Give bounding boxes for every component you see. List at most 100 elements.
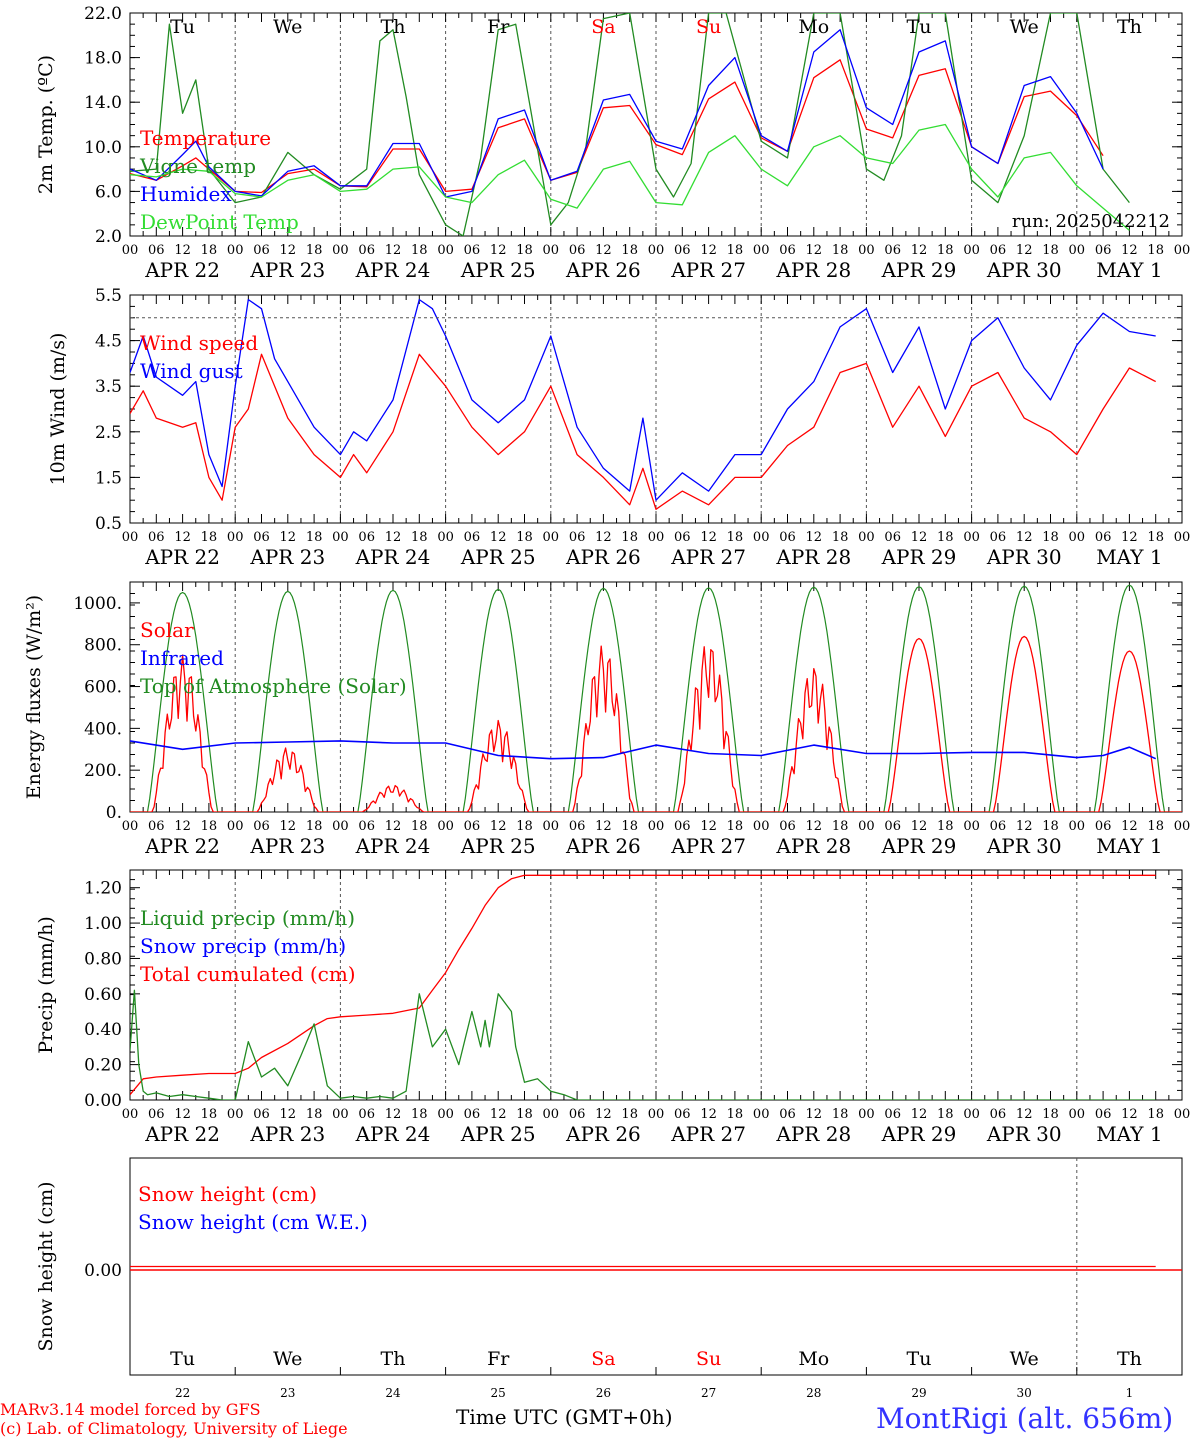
weekday-label: Fr bbox=[487, 1348, 510, 1370]
hour-label: 18 bbox=[1042, 243, 1059, 258]
date-label: APR 30 bbox=[986, 1122, 1062, 1146]
y-tick-label: 800. bbox=[84, 636, 122, 656]
hour-label: 12 bbox=[280, 819, 297, 834]
hour-label: 00 bbox=[963, 819, 980, 834]
hour-label: 18 bbox=[937, 1107, 954, 1122]
hour-label: 18 bbox=[1042, 819, 1059, 834]
y-tick-label: 1.20 bbox=[84, 879, 122, 899]
panel-flux: 00 06 12 18 00 06 12 18 00 06 12 18 00 06 12 18 00 06 12 18… bbox=[23, 581, 1190, 858]
day-number-label: 26 bbox=[596, 1386, 611, 1400]
legend-entry: Liquid precip (mm/h) bbox=[140, 906, 355, 930]
hour-label: 06 bbox=[358, 1107, 375, 1122]
legend-entry: Humidex bbox=[140, 182, 232, 206]
hour-label: 06 bbox=[1095, 530, 1112, 545]
date-label: MAY 1 bbox=[1096, 834, 1162, 858]
hour-label: 00 bbox=[858, 819, 875, 834]
date-label: APR 24 bbox=[355, 258, 431, 282]
date-label: APR 26 bbox=[565, 1122, 641, 1146]
weekday-label: Tu bbox=[907, 16, 932, 38]
weekday-label: Mo bbox=[798, 1348, 829, 1370]
legend-entry: Top of Atmosphere (Solar) bbox=[140, 674, 407, 698]
station-name: MontRigi (alt. 656m) bbox=[876, 1402, 1174, 1435]
toa-solar-line bbox=[340, 589, 446, 812]
hour-label: 18 bbox=[201, 819, 218, 834]
hour-label: 00 bbox=[332, 243, 349, 258]
y-tick-label: 1.5 bbox=[95, 468, 122, 488]
weekday-label: We bbox=[1010, 16, 1039, 38]
legend-entry: Solar bbox=[140, 618, 194, 642]
date-label: APR 29 bbox=[881, 834, 957, 858]
y-tick-label: 3.5 bbox=[95, 377, 122, 397]
legend-entry: Temperature bbox=[140, 126, 271, 150]
hour-label: 00 bbox=[122, 243, 139, 258]
date-label: APR 23 bbox=[249, 545, 325, 569]
hour-label: 00 bbox=[543, 819, 560, 834]
y-axis-label: Energy fluxes (W/m²) bbox=[23, 595, 45, 799]
panel-wind: 00 06 12 18 00 06 12 18 00 06 12 18 00 06 12 18 00 06 12 18… bbox=[47, 286, 1190, 569]
date-label: MAY 1 bbox=[1096, 1122, 1162, 1146]
hour-label: 00 bbox=[332, 1107, 349, 1122]
series-temperature bbox=[130, 59, 1104, 194]
hour-label: 12 bbox=[806, 1107, 823, 1122]
run-annotation: run: 2025042212 bbox=[1012, 211, 1170, 232]
weekday-label: Tu bbox=[170, 1348, 195, 1370]
weekday-label: Th bbox=[1117, 16, 1142, 38]
y-tick-label: 22.0 bbox=[84, 4, 122, 24]
hour-label: 12 bbox=[174, 1107, 191, 1122]
hour-label: 06 bbox=[569, 243, 586, 258]
date-label: APR 28 bbox=[775, 1122, 851, 1146]
hour-label: 00 bbox=[1069, 819, 1086, 834]
toa-solar-line bbox=[761, 586, 867, 812]
legend-entry: DewPoint Temp bbox=[140, 210, 299, 234]
hour-label: 18 bbox=[832, 1107, 849, 1122]
toa-solar-line bbox=[1076, 584, 1182, 812]
legend-entry: Infrared bbox=[140, 646, 224, 670]
series-dewpoint-temp bbox=[130, 123, 1130, 231]
hour-label: 18 bbox=[306, 530, 323, 545]
hour-label: 00 bbox=[437, 819, 454, 834]
hour-label: 18 bbox=[727, 819, 744, 834]
hour-label: 18 bbox=[1042, 1107, 1059, 1122]
y-tick-label: 0.40 bbox=[84, 1020, 122, 1040]
hour-label: 12 bbox=[385, 243, 402, 258]
solar-line bbox=[340, 784, 446, 812]
hour-label: 12 bbox=[700, 819, 717, 834]
hour-label: 12 bbox=[595, 243, 612, 258]
hour-label: 12 bbox=[806, 530, 823, 545]
hour-label: 00 bbox=[543, 243, 560, 258]
hour-label: 06 bbox=[1095, 243, 1112, 258]
toa-solar-line bbox=[130, 591, 236, 812]
hour-label: 00 bbox=[332, 819, 349, 834]
weekday-label: Th bbox=[381, 16, 406, 38]
solar-line bbox=[550, 645, 656, 812]
day-number-label: 29 bbox=[911, 1386, 926, 1400]
date-label: APR 27 bbox=[670, 834, 746, 858]
series-liquid-precip-mm-h- bbox=[130, 989, 1156, 1100]
hour-label: 18 bbox=[201, 530, 218, 545]
series-wind-speed bbox=[130, 353, 1156, 510]
hour-label: 00 bbox=[227, 1107, 244, 1122]
solar-line bbox=[130, 654, 236, 812]
date-label: APR 24 bbox=[355, 834, 431, 858]
date-label: APR 29 bbox=[881, 1122, 957, 1146]
hour-label: 12 bbox=[280, 1107, 297, 1122]
hour-label: 18 bbox=[832, 819, 849, 834]
hour-label: 18 bbox=[727, 243, 744, 258]
date-label: APR 25 bbox=[460, 545, 536, 569]
date-label: APR 30 bbox=[986, 258, 1062, 282]
hour-label: 06 bbox=[569, 819, 586, 834]
date-label: MAY 1 bbox=[1096, 545, 1162, 569]
hour-label: 00 bbox=[227, 819, 244, 834]
date-label: APR 23 bbox=[249, 258, 325, 282]
y-tick-label: 2.0 bbox=[95, 227, 122, 247]
date-label: APR 28 bbox=[775, 258, 851, 282]
hour-label: 18 bbox=[727, 1107, 744, 1122]
weekday-label: Fr bbox=[487, 16, 510, 38]
legend-entry: Snow height (cm W.E.) bbox=[138, 1210, 368, 1234]
date-label: APR 26 bbox=[565, 834, 641, 858]
weekday-label: Th bbox=[381, 1348, 406, 1370]
model-credit: MARv3.14 model forced by GFS bbox=[0, 1400, 261, 1419]
hour-label: 06 bbox=[569, 1107, 586, 1122]
date-label: APR 23 bbox=[249, 1122, 325, 1146]
